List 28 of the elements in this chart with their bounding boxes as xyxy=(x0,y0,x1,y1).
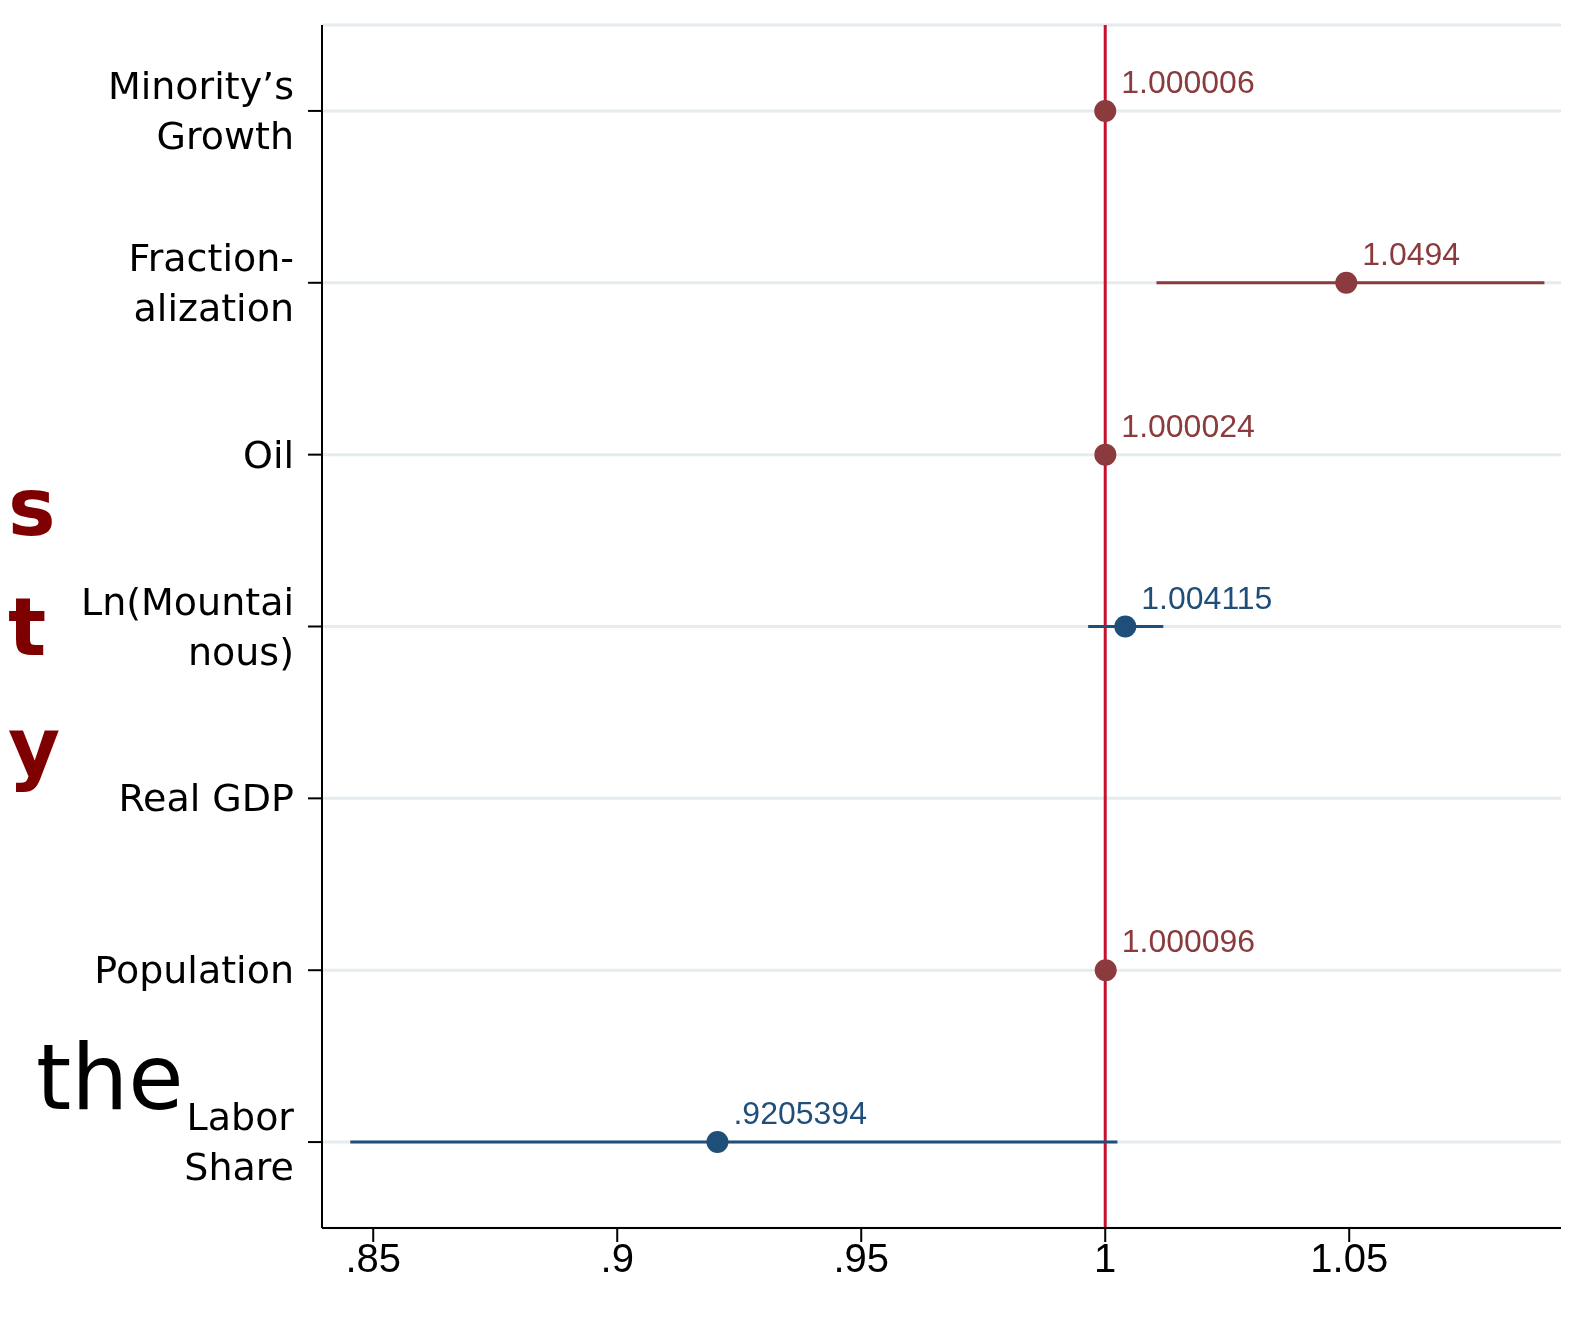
point xyxy=(1094,959,1117,982)
text: s xyxy=(8,461,56,554)
data-label: 1.004115 xyxy=(1141,579,1273,616)
y-tick-label: Fraction- alization xyxy=(128,235,294,330)
data-label: 1.0494 xyxy=(1362,235,1461,272)
x-tick-label: 1 xyxy=(1094,1236,1117,1281)
text: t xyxy=(8,581,47,674)
point xyxy=(1335,271,1358,294)
y-tick-label: Real GDP xyxy=(118,776,294,821)
y-tick-label: Labor Share xyxy=(184,1095,295,1190)
text: the xyxy=(36,1025,184,1130)
x-tick-label: .9 xyxy=(600,1236,634,1281)
y-tick-label: Ln(Mountai nous) xyxy=(80,579,294,674)
data-label: 1.000024 xyxy=(1121,407,1255,444)
y-tick-label: Minority’s Growth xyxy=(107,63,294,158)
point xyxy=(1094,443,1117,466)
y-tick-label: Population xyxy=(94,948,294,993)
point xyxy=(706,1131,729,1154)
data-label: 1.000006 xyxy=(1121,63,1255,100)
text: y xyxy=(8,701,61,794)
point xyxy=(1114,615,1137,638)
y-tick-label: Oil xyxy=(242,432,294,477)
x-tick-label: .85 xyxy=(345,1236,402,1281)
data-label: 1.000096 xyxy=(1121,923,1256,960)
point xyxy=(1094,99,1117,122)
x-tick-label: 1.05 xyxy=(1310,1236,1389,1281)
data-label: .9205394 xyxy=(733,1095,867,1132)
x-tick-label: .95 xyxy=(833,1236,890,1281)
